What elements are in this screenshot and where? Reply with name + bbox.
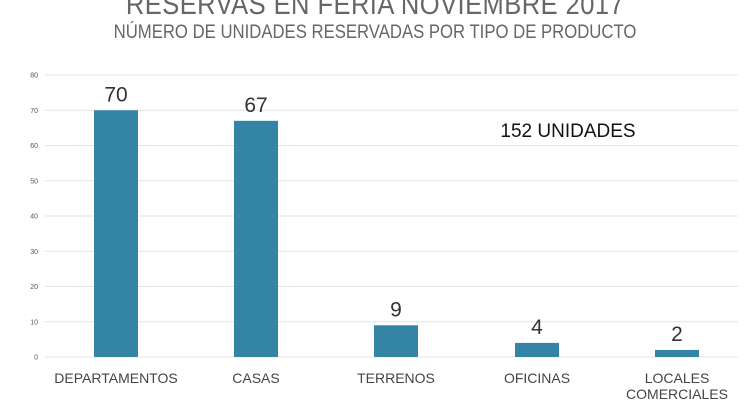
bar (374, 325, 418, 357)
x-tick-label: DEPARTAMENTOS (54, 370, 177, 386)
y-tick-label: 40 (30, 214, 38, 221)
y-tick-label: 0 (34, 355, 38, 362)
data-label: 70 (104, 83, 127, 106)
chart-title: RESERVAS EN FERIA NOVIEMBRE 2017 (125, 0, 625, 21)
y-tick-label: 50 (30, 178, 38, 185)
y-tick-label: 60 (30, 143, 38, 150)
data-label: 2 (671, 323, 683, 346)
x-tick-label: CASAS (232, 370, 279, 386)
y-tick-label: 20 (30, 284, 38, 291)
bar (234, 120, 278, 357)
data-label: 9 (390, 298, 402, 321)
x-tick-label: LOCALES COMERCIALES (626, 370, 728, 400)
y-tick-label: 30 (30, 249, 38, 256)
bar (94, 110, 138, 357)
y-tick-label: 70 (30, 108, 38, 115)
data-label: 4 (531, 316, 543, 339)
total-units-annotation: 152 UNIDADES (500, 121, 635, 142)
x-tick-label: TERRENOS (357, 370, 435, 386)
bar (515, 342, 559, 357)
y-tick-label: 10 (30, 319, 38, 326)
bar (655, 349, 699, 357)
y-tick-label: 80 (30, 73, 38, 80)
x-tick-label: OFICINAS (504, 370, 570, 386)
data-label: 67 (244, 94, 267, 117)
chart-subtitle: NÚMERO DE UNIDADES RESERVADAS POR TIPO D… (113, 22, 637, 43)
